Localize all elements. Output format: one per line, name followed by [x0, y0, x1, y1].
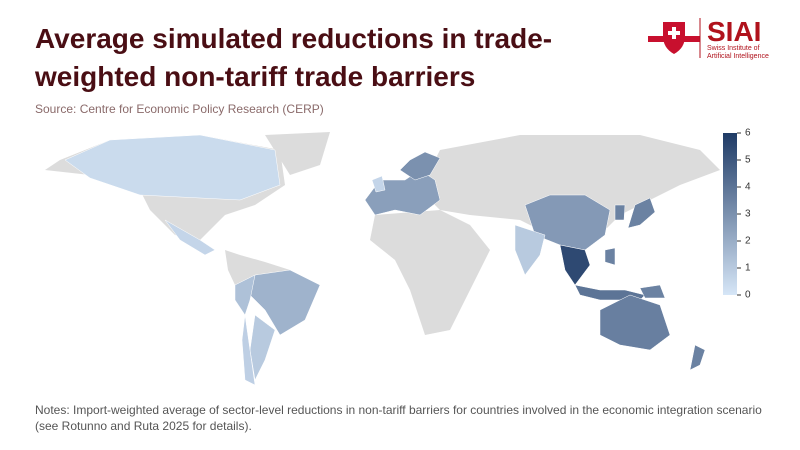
- logo-subtitle: Swiss Institute of Artificial Intelligen…: [707, 45, 769, 60]
- region: [249, 269, 321, 336]
- regions: [64, 134, 706, 386]
- region: [614, 204, 626, 221]
- colorbar-tick-label: 6: [745, 128, 751, 139]
- region: [559, 244, 591, 286]
- notes: Notes: Import-weighted average of sector…: [35, 403, 762, 433]
- land-area: [420, 135, 720, 245]
- colorbar-ticks: 0 1 2 3 4 5 6: [737, 128, 751, 301]
- colorbar-tick-label: 4: [745, 182, 751, 193]
- colorbar-tick-label: 3: [745, 209, 751, 220]
- region: [604, 247, 616, 266]
- region: [639, 284, 666, 299]
- logo-icon: [648, 18, 701, 58]
- colorbar-tick-label: 1: [745, 263, 751, 274]
- region: [364, 169, 441, 216]
- land-area: [265, 132, 330, 175]
- colorbar: [723, 133, 737, 295]
- region: [689, 344, 706, 371]
- source: Source: Centre for Economic Policy Resea…: [35, 102, 324, 116]
- region: [234, 274, 256, 316]
- land-area: [225, 250, 290, 285]
- logo-name: SIAI: [707, 16, 762, 47]
- region: [371, 175, 386, 193]
- region: [599, 294, 671, 351]
- title: Average simulated reductions in trade-we…: [35, 23, 553, 92]
- region: [627, 197, 656, 229]
- region: [241, 314, 256, 386]
- region: [164, 219, 216, 256]
- region: [514, 224, 546, 276]
- colorbar-tick-label: 0: [745, 290, 751, 301]
- colorbar-tick-label: 5: [745, 155, 751, 166]
- region: [64, 134, 281, 201]
- land-area: [370, 210, 490, 335]
- region: [249, 314, 276, 381]
- region: [399, 151, 441, 181]
- colorbar-tick-label: 2: [745, 236, 751, 247]
